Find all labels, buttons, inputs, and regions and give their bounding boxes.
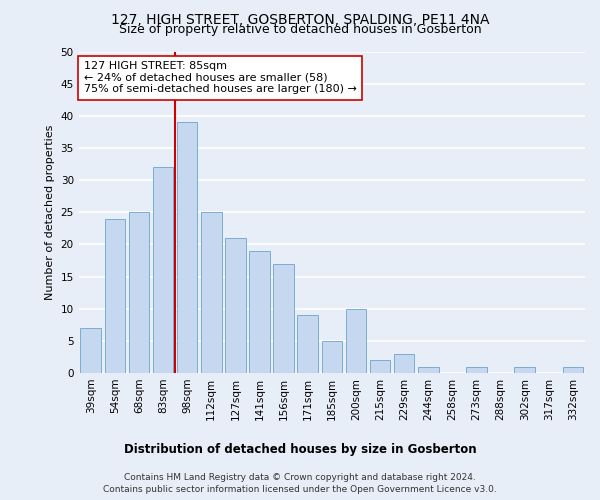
Bar (466, 366, 487, 373)
Bar (80, 328, 101, 373)
Bar (418, 366, 439, 373)
Bar (274, 264, 294, 373)
Bar (298, 315, 318, 373)
Bar (104, 218, 125, 373)
Bar (177, 122, 197, 373)
Text: Distribution of detached houses by size in Gosberton: Distribution of detached houses by size … (124, 442, 476, 456)
Text: Contains HM Land Registry data © Crown copyright and database right 2024.: Contains HM Land Registry data © Crown c… (124, 472, 476, 482)
Text: 127, HIGH STREET, GOSBERTON, SPALDING, PE11 4NA: 127, HIGH STREET, GOSBERTON, SPALDING, P… (111, 12, 489, 26)
Bar (322, 341, 342, 373)
Bar (201, 212, 221, 373)
Text: Size of property relative to detached houses in Gosberton: Size of property relative to detached ho… (119, 22, 481, 36)
Bar (153, 167, 173, 373)
Bar (514, 366, 535, 373)
Text: 127 HIGH STREET: 85sqm
← 24% of detached houses are smaller (58)
75% of semi-det: 127 HIGH STREET: 85sqm ← 24% of detached… (84, 61, 356, 94)
Bar (346, 308, 366, 373)
Y-axis label: Number of detached properties: Number of detached properties (45, 124, 55, 300)
Text: Contains public sector information licensed under the Open Government Licence v3: Contains public sector information licen… (103, 485, 497, 494)
Bar (370, 360, 391, 373)
Bar (394, 354, 415, 373)
Bar (225, 238, 245, 373)
Bar (249, 251, 270, 373)
Bar (563, 366, 583, 373)
Bar (128, 212, 149, 373)
